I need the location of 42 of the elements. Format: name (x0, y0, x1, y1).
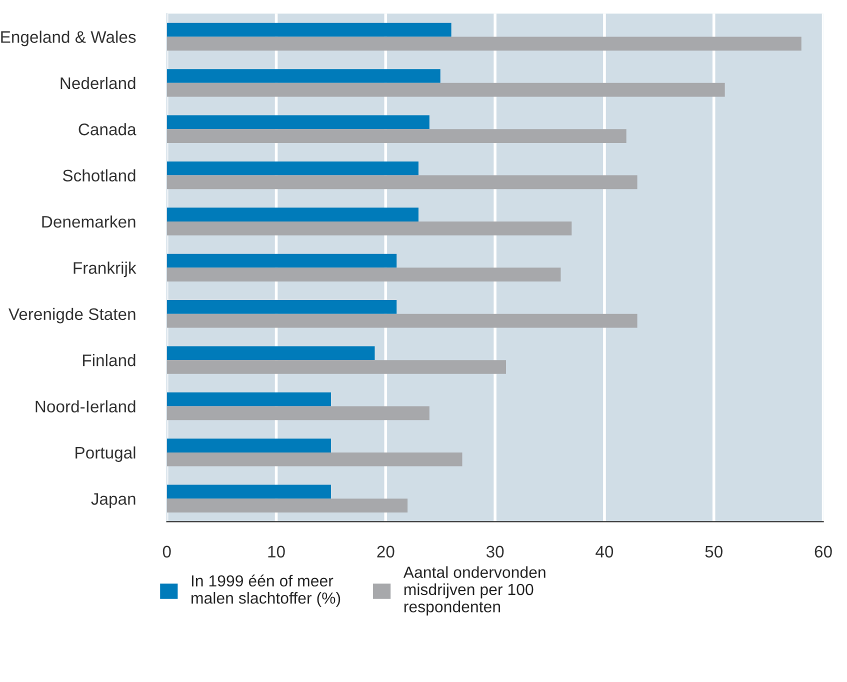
legend-label: Aantal ondervonden misdrijven per 100 respondenten (403, 566, 546, 616)
y-tick-label: Portugal (76, 446, 136, 462)
bar (166, 346, 375, 360)
bar (166, 406, 430, 420)
bar (166, 438, 331, 452)
y-tick-label: Noord-Ierland (36, 400, 136, 412)
bar (166, 392, 331, 406)
bar (166, 498, 408, 512)
bar (166, 300, 397, 314)
y-tick-label: Denemarken (42, 215, 136, 228)
y-tick-label: Verenigde Staten (8, 308, 136, 324)
y-tick-label: Canada (78, 123, 136, 136)
bar (166, 452, 462, 466)
x-tick-label: 50 (705, 546, 722, 558)
bar (166, 69, 440, 83)
y-tick-label: Japan (91, 493, 136, 508)
x-tick-label: 60 (814, 546, 832, 558)
bar (166, 161, 418, 176)
y-tick-label: Nederland (60, 76, 136, 90)
x-tick-label: 30 (486, 546, 504, 558)
bar (166, 268, 561, 282)
bar (166, 36, 802, 51)
bar (166, 175, 638, 190)
y-tick-label: Finland (83, 354, 136, 366)
x-tick-label: 10 (268, 546, 285, 558)
bar (166, 129, 626, 143)
x-tick-label: 40 (596, 546, 614, 558)
legend-label: In 1999 één of meer malen slachtoffer (%) (192, 574, 340, 607)
bar (166, 208, 418, 222)
bar (166, 314, 638, 328)
y-tick-label: Schotland (62, 169, 136, 182)
bar (166, 254, 397, 268)
bar (166, 22, 452, 37)
bar (166, 484, 331, 499)
bar (166, 82, 725, 97)
x-tick-label: 20 (377, 546, 394, 558)
bar (166, 115, 430, 130)
y-tick-label: Engeland & Wales (1, 30, 136, 46)
y-tick-label: Frankrijk (74, 262, 136, 278)
bar (166, 221, 572, 236)
x-tick-label: 0 (162, 546, 171, 558)
bar (166, 360, 506, 374)
